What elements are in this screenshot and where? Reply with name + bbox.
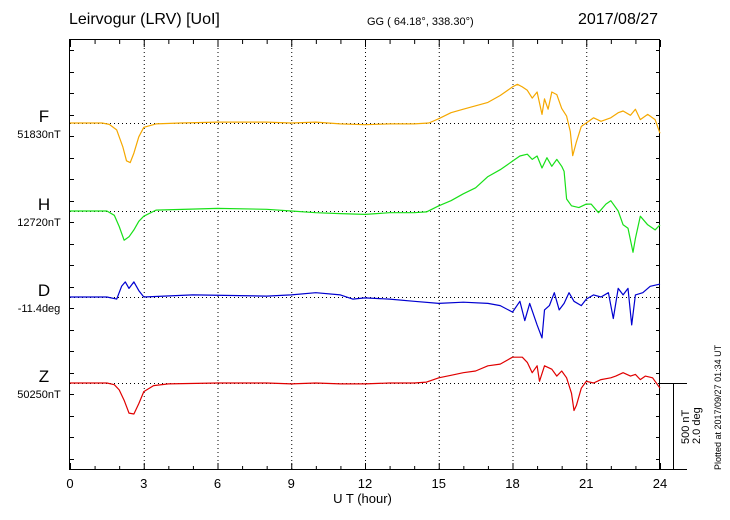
- x-tick-label: 24: [653, 476, 667, 491]
- x-axis-label: U T (hour): [0, 491, 730, 506]
- channel-label-d: D: [37, 281, 51, 300]
- series-line-d: [70, 281, 661, 339]
- channel-baseline-z: 50250nT: [17, 389, 61, 401]
- x-axis-label-text: U T (hour): [333, 491, 392, 506]
- x-tick-label: 6: [214, 476, 221, 491]
- series-line-z: [70, 356, 661, 415]
- plot-frame: [69, 39, 660, 470]
- x-tick-label: 21: [579, 476, 593, 491]
- plotted-timestamp: Plotted at 2017/09/27 01:34 UT: [713, 344, 723, 470]
- x-axis: 0 3 6 9 12 15 18 21 24: [66, 40, 667, 491]
- scale-bar: [660, 383, 687, 470]
- x-tick-label: 12: [358, 476, 372, 491]
- channel-baseline-d: -11.4deg: [17, 303, 61, 315]
- x-tick-label: 9: [288, 476, 295, 491]
- x-tick-label: 18: [505, 476, 519, 491]
- series-line-h: [70, 153, 661, 253]
- channel-label-f: F: [38, 107, 50, 126]
- x-tick-label: 15: [432, 476, 446, 491]
- channel-label-h: H: [37, 195, 51, 214]
- station-coordinates: GG ( 64.18°, 338.30°): [367, 16, 474, 28]
- channel-baseline-f: 51830nT: [17, 129, 61, 141]
- x-tick-label: 0: [66, 476, 73, 491]
- series-line-f: [70, 83, 661, 164]
- channel-baseline-h: 12720nT: [17, 217, 61, 229]
- grid: [70, 40, 660, 470]
- channel-label-z: Z: [38, 367, 50, 386]
- chart-date: 2017/08/27: [578, 11, 659, 28]
- x-tick-label: 3: [140, 476, 147, 491]
- scale-label-deg: 2.0 deg: [691, 407, 703, 444]
- chart-title: Leirvogur (LRV) [UoI]: [69, 11, 220, 28]
- series-group: [70, 83, 661, 415]
